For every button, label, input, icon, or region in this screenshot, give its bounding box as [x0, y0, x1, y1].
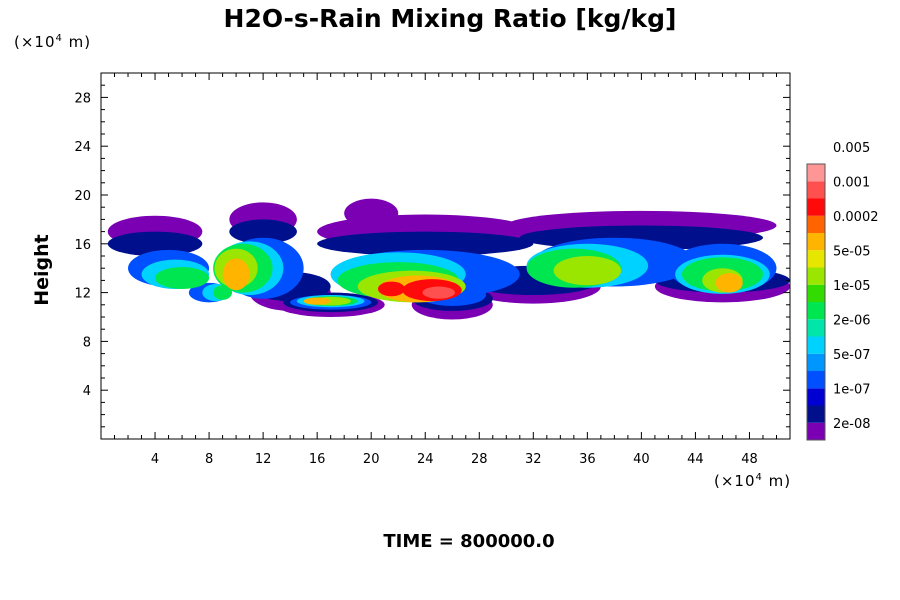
colorbar-swatch	[807, 353, 825, 371]
contour-region	[344, 198, 399, 228]
colorbar-swatch	[807, 284, 825, 302]
x-tick-label: 16	[309, 452, 326, 467]
x-tick-label: 36	[579, 452, 596, 467]
x-tick-label: 8	[205, 452, 213, 467]
colorbar-swatch	[807, 164, 825, 182]
colorbar-swatch	[807, 336, 825, 354]
colorbar-swatch	[807, 319, 825, 337]
y-axis-unit: (×104 m)	[14, 33, 92, 51]
colorbar-label: 1e-07	[833, 382, 871, 397]
x-tick-label: 32	[525, 452, 542, 467]
x-tick-label: 28	[471, 452, 488, 467]
colorbar-swatch	[807, 233, 825, 251]
y-axis-ticks: 4 8 12 16 20 24 28	[74, 84, 790, 428]
colorbar: 2e-08 1e-07 5e-07 2e-06 1e-05 5e-05 0.0002 0.00…	[806, 141, 879, 441]
colorbar-swatch	[807, 405, 825, 423]
contour-region	[303, 297, 331, 305]
x-tick-label: 44	[687, 452, 704, 467]
colorbar-label: 1e-05	[833, 279, 871, 294]
y-tick-label: 24	[74, 140, 91, 155]
x-tick-label: 24	[417, 452, 434, 467]
x-tick-label: 20	[363, 452, 380, 467]
contour-region	[317, 231, 534, 256]
colorbar-label: 0.001	[833, 175, 870, 190]
colorbar-label: 2e-08	[833, 417, 871, 432]
colorbar-swatch	[807, 388, 825, 406]
colorbar-swatch	[807, 215, 825, 233]
x-axis-unit: (×104 m)	[714, 472, 792, 490]
contour-region	[377, 281, 405, 297]
y-tick-label: 4	[83, 384, 91, 399]
x-tick-label: 12	[255, 452, 272, 467]
contour-region	[107, 231, 203, 256]
chart-title: H2O-s-Rain Mixing Ratio [kg/kg]	[223, 4, 677, 33]
y-tick-label: 20	[74, 189, 91, 204]
x-tick-label: 40	[633, 452, 650, 467]
colorbar-swatch	[807, 422, 825, 440]
x-tick-label: 48	[741, 452, 758, 467]
contour-field	[107, 198, 790, 320]
contour-region	[213, 285, 233, 300]
colorbar-swatch	[807, 371, 825, 389]
y-tick-label: 12	[74, 287, 91, 302]
contour-region	[222, 258, 250, 291]
colorbar-swatch	[807, 198, 825, 216]
colorbar-label: 0.0002	[833, 210, 879, 225]
contour-region	[715, 273, 743, 293]
x-tick-label: 4	[151, 452, 159, 467]
time-label: TIME = 800000.0	[383, 531, 555, 552]
x-axis-ticks: 4 8 12 16 20 24 28 32 36 40 44 48	[114, 73, 777, 467]
colorbar-swatch	[807, 267, 825, 285]
contour-region	[422, 286, 455, 299]
contour-region	[155, 266, 210, 289]
contour-region	[553, 256, 622, 286]
colorbar-frame	[806, 163, 826, 441]
colorbar-label: 5e-05	[833, 244, 871, 259]
contour-level-14	[422, 286, 455, 299]
contour-region	[229, 219, 297, 244]
colorbar-label: 2e-06	[833, 313, 871, 328]
y-tick-label: 16	[74, 238, 91, 253]
colorbar-label: 0.005	[833, 141, 870, 156]
y-tick-label: 8	[83, 335, 91, 350]
colorbar-swatch	[807, 302, 825, 320]
colorbar-swatch	[807, 181, 825, 199]
colorbar-swatch	[807, 250, 825, 268]
y-tick-label: 28	[74, 91, 91, 106]
colorbar-label: 5e-07	[833, 348, 871, 363]
